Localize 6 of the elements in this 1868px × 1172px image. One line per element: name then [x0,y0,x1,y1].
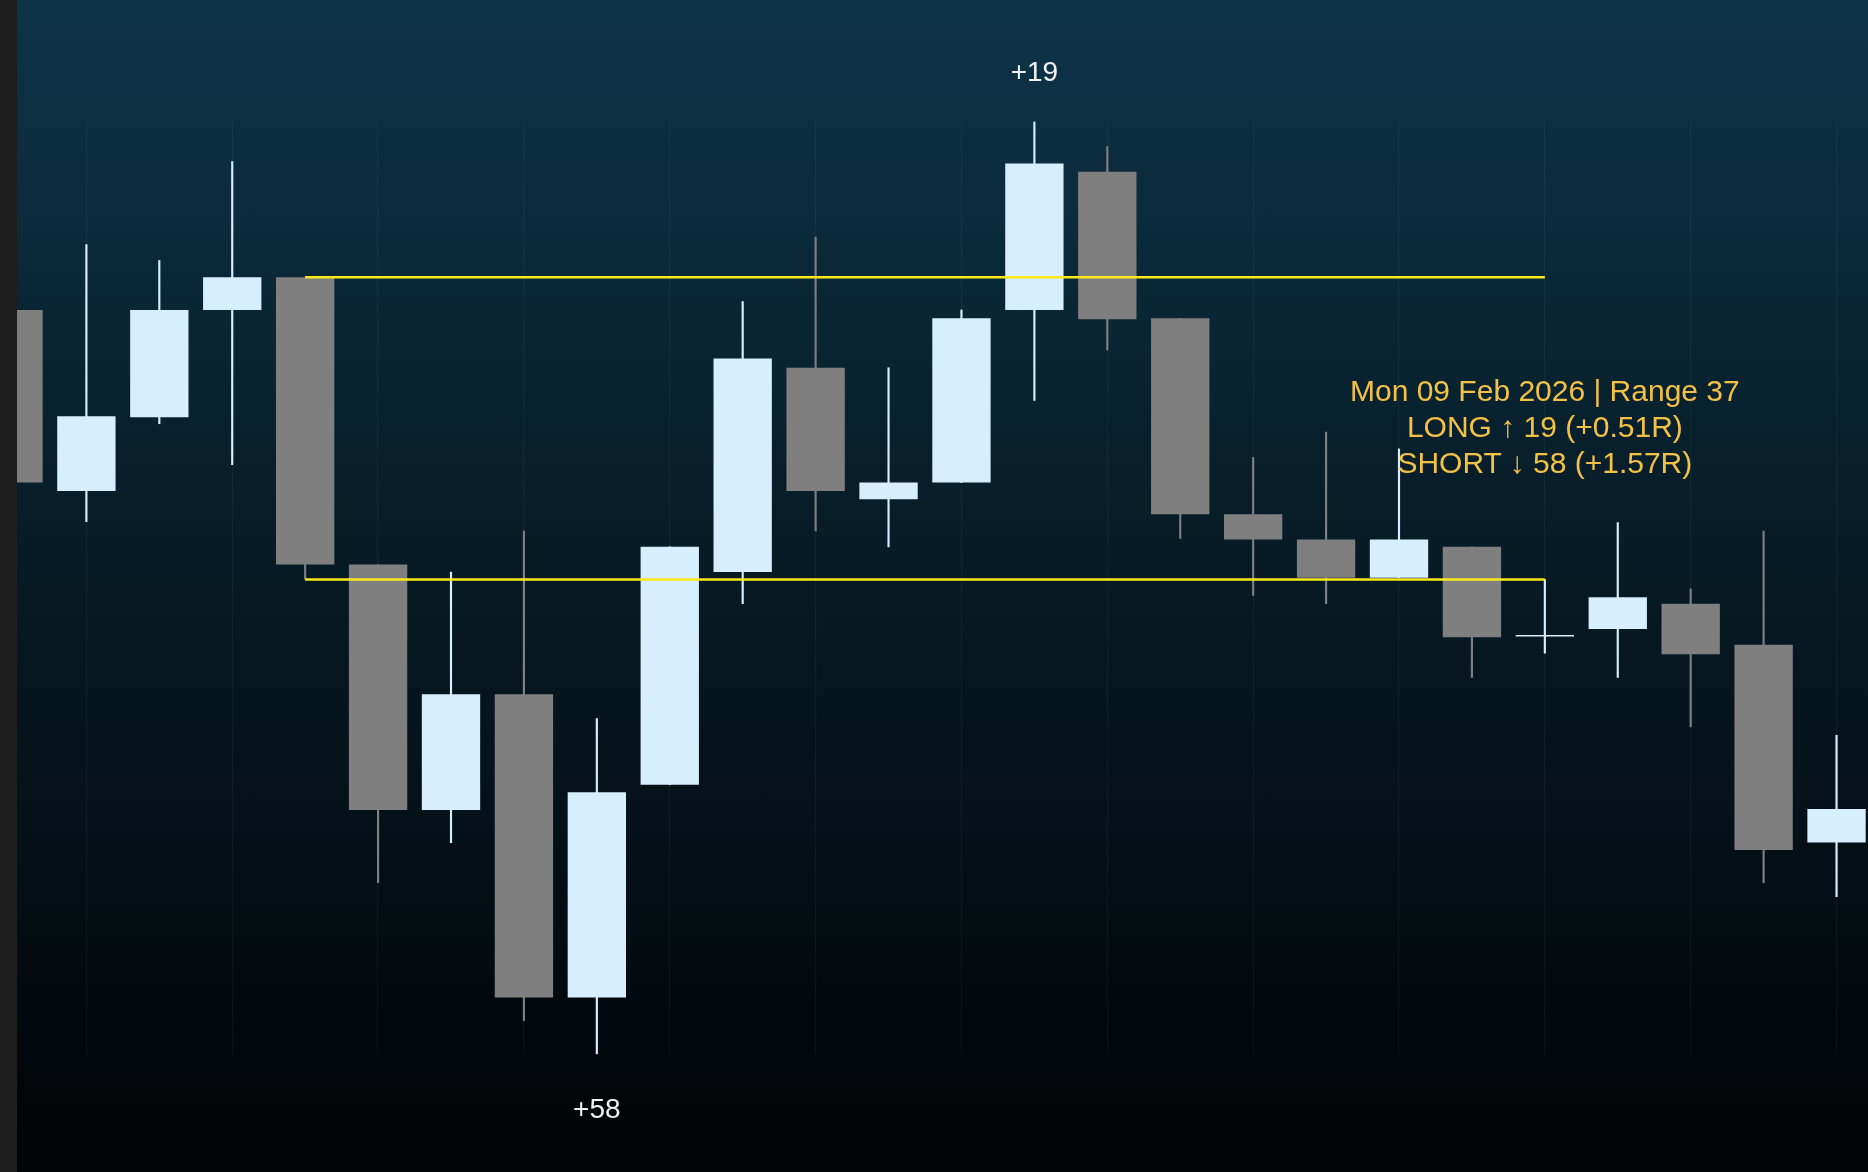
annotation: +58 [572,1093,621,1125]
annotation: Mon 09 Feb 2026 | Range 37 [1349,373,1740,407]
candlestick [858,367,918,548]
annotation: LONG ↑ 19 (+0.51R) [1406,409,1683,443]
candlestick [1806,734,1866,897]
annotation: +19 [1010,56,1058,88]
